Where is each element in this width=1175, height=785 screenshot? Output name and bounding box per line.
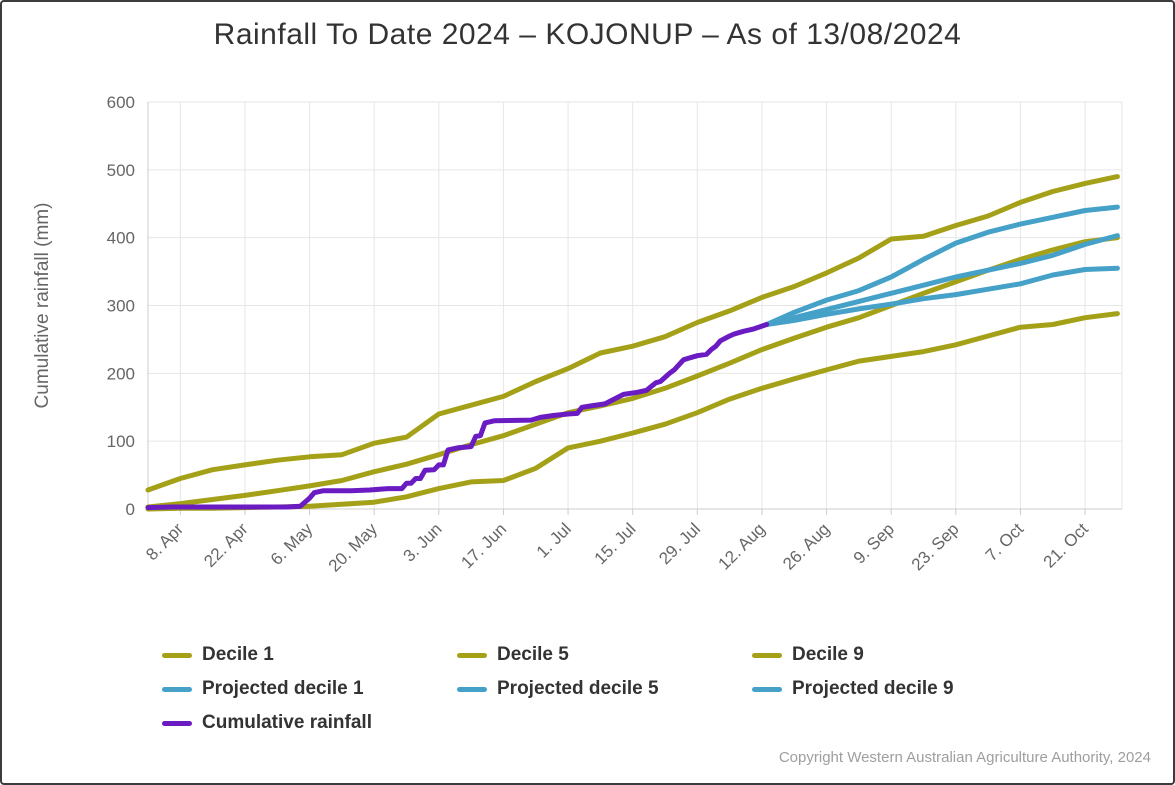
legend-item-decile-5[interactable]: Decile 5	[457, 644, 752, 666]
svg-text:17. Jun: 17. Jun	[457, 519, 510, 572]
svg-text:200: 200	[107, 364, 135, 383]
legend-item-projected-decile-9[interactable]: Projected decile 9	[752, 678, 1047, 700]
legend-item-decile-9[interactable]: Decile 9	[752, 644, 1047, 666]
legend-label: Projected decile 1	[202, 678, 364, 699]
projected-decile-5-swatch-icon	[457, 686, 487, 692]
chart-plot-area: 8. Apr 22. Apr 6. May 20. May 3. Jun 17. Jun 1…	[32, 93, 1123, 576]
svg-text:600: 600	[107, 93, 135, 112]
legend-item-decile-1[interactable]: Decile 1	[162, 644, 457, 666]
svg-text:6. May: 6. May	[267, 519, 317, 569]
legend-label: Cumulative rainfall	[202, 712, 372, 733]
svg-text:29. Jul: 29. Jul	[655, 519, 704, 568]
svg-text:3. Jun: 3. Jun	[399, 519, 445, 565]
legend-label: Projected decile 5	[497, 678, 659, 699]
decile-9-swatch-icon	[752, 652, 782, 658]
copyright-notice: Copyright Western Australian Agriculture…	[778, 749, 1151, 766]
svg-text:23. Sep: 23. Sep	[908, 519, 963, 574]
legend-label: Projected decile 9	[792, 678, 954, 699]
cumulative-rainfall-swatch-icon	[162, 720, 192, 726]
svg-text:21. Oct: 21. Oct	[1040, 519, 1092, 571]
decile-1-swatch-icon	[162, 652, 192, 658]
legend-label: Decile 5	[497, 644, 569, 665]
projected-decile-9-swatch-icon	[752, 686, 782, 692]
decile-5-swatch-icon	[457, 652, 487, 658]
svg-text:8. Apr: 8. Apr	[142, 519, 187, 564]
svg-text:15. Jul: 15. Jul	[591, 519, 640, 568]
svg-text:Cumulative rainfall (mm): Cumulative rainfall (mm)	[32, 203, 53, 409]
svg-text:400: 400	[107, 229, 135, 248]
svg-text:22. Apr: 22. Apr	[200, 519, 252, 571]
svg-text:26. Aug: 26. Aug	[779, 519, 833, 573]
legend-item-projected-decile-1[interactable]: Projected decile 1	[162, 678, 457, 700]
legend-label: Decile 1	[202, 644, 274, 665]
svg-text:500: 500	[107, 161, 135, 180]
legend-item-projected-decile-5[interactable]: Projected decile 5	[457, 678, 752, 700]
legend-label: Decile 9	[792, 644, 864, 665]
chart-title: Rainfall To Date 2024 – KOJONUP – As of …	[213, 18, 962, 51]
svg-text:12. Aug: 12. Aug	[715, 519, 769, 573]
svg-text:0: 0	[126, 500, 135, 519]
svg-text:100: 100	[107, 432, 135, 451]
svg-text:7. Oct: 7. Oct	[982, 519, 1028, 565]
chart-legend: Decile 1 Decile 5 Decile 9 Projected dec…	[162, 644, 1047, 734]
svg-text:1. Jul: 1. Jul	[533, 519, 575, 561]
svg-text:9. Sep: 9. Sep	[850, 519, 898, 567]
projected-decile-1-swatch-icon	[162, 686, 192, 692]
legend-item-cumulative-rainfall[interactable]: Cumulative rainfall	[162, 712, 457, 734]
svg-text:20. May: 20. May	[325, 519, 382, 576]
svg-text:300: 300	[107, 297, 135, 316]
